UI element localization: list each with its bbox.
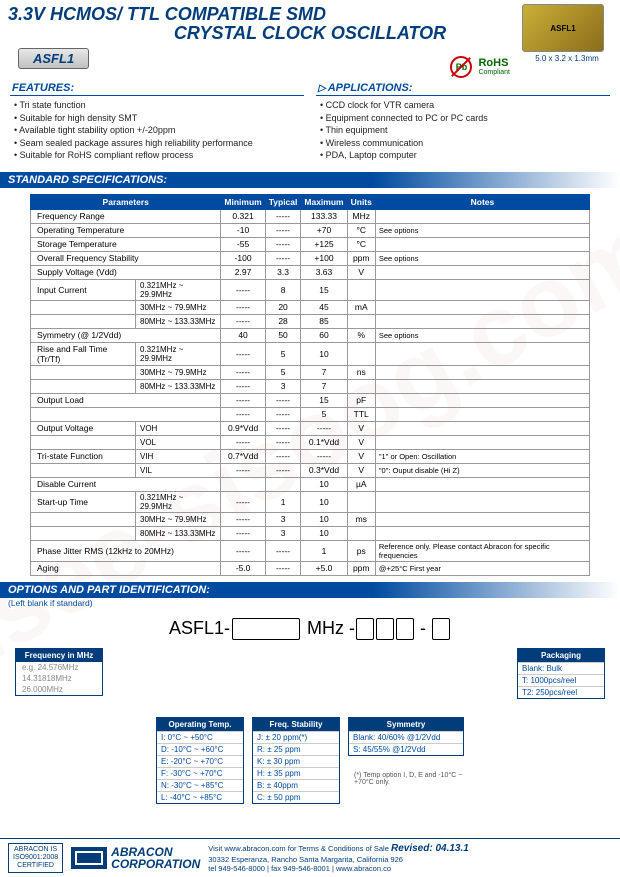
chip-dimension: 5.0 x 3.2 x 1.3mm xyxy=(522,54,612,63)
list-item: • Available tight stability option +/-20… xyxy=(14,124,304,137)
list-item: • Wireless communication xyxy=(320,137,610,150)
option-row: T: 1000pcs/reel xyxy=(518,674,604,686)
list-item: • Tri state function xyxy=(14,99,304,112)
chip-preview: ASFL1 5.0 x 3.2 x 1.3mm xyxy=(522,4,612,63)
table-row: Output VoltageVOH0.9*Vdd----------V xyxy=(31,421,590,435)
company-logo: ABRACONCORPORATION xyxy=(71,846,200,870)
option-row: e.g. 24.576MHz xyxy=(16,662,102,673)
table-row: Symmetry (@ 1/2Vdd)405060%See options xyxy=(31,328,590,342)
option-row: N: -30°C ~ +85°C xyxy=(157,779,243,791)
table-row: Start-up Time0.321MHz ~ 29.9MHz-----110 xyxy=(31,491,590,512)
table-row: Frequency Range0.321-----133.33MHz xyxy=(31,209,590,223)
applications-header: ▷APPLICATIONS: xyxy=(316,81,610,96)
list-item: • Equipment connected to PC or PC cards xyxy=(320,112,610,125)
table-row: VIL----------0.3*VddV"0": Ouput disable … xyxy=(31,463,590,477)
part-number-template: ASFL1- MHz - - xyxy=(0,618,620,640)
list-item: • Suitable for RoHS compliant reflow pro… xyxy=(14,149,304,162)
table-row: 80MHz ~ 133.33MHz-----2885 xyxy=(31,314,590,328)
option-row: 26.000MHz xyxy=(16,684,102,695)
spec-table: ParametersMinimumTypicalMaximumUnitsNote… xyxy=(30,194,590,576)
table-row: Disable Current10µA xyxy=(31,477,590,491)
option-row: L: -40°C ~ +85°C xyxy=(157,791,243,803)
table-row: 30MHz ~ 79.9MHz-----57ns xyxy=(31,365,590,379)
stab-option: Freq. Stability J: ± 20 ppm(*)R: ± 25 pp… xyxy=(252,717,340,804)
option-row: D: -10°C ~ +60°C xyxy=(157,743,243,755)
table-row: Overall Frequency Stability-100-----+100… xyxy=(31,251,590,265)
option-row: Blank: 40/60% @1/2Vdd xyxy=(349,731,463,743)
cert-badge: ABRACON ISISO9001:2008CERTIFIED xyxy=(8,843,63,872)
footer-info: Visit www.abracon.com for Terms & Condit… xyxy=(208,843,612,873)
option-row: 14.31818MHz xyxy=(16,673,102,684)
temp-note: (*) Temp option I, D, E and -10°C ~ +70°… xyxy=(354,772,464,786)
chip-image: ASFL1 xyxy=(522,4,604,52)
option-row: Blank: Bulk xyxy=(518,662,604,674)
list-item: • PDA, Laptop computer xyxy=(320,149,610,162)
table-row: ----------5TTL xyxy=(31,407,590,421)
freq-option: Frequency in MHz e.g. 24.576MHz 14.31818… xyxy=(15,648,103,696)
rohs-label: RoHSCompliant xyxy=(478,58,510,76)
specs-header: STANDARD SPECIFICATIONS: xyxy=(0,172,620,188)
table-row: Storage Temperature-55-----+125°C xyxy=(31,237,590,251)
temp-option: Operating Temp. I: 0°C ~ +50°CD: -10°C ~… xyxy=(156,717,244,804)
option-row: F: -30°C ~ +70°C xyxy=(157,767,243,779)
table-row: Output Load----------15pF xyxy=(31,393,590,407)
table-row: Operating Temperature-10-----+70°CSee op… xyxy=(31,223,590,237)
table-row: Tri-state FunctionVIH0.7*Vdd----------V"… xyxy=(31,449,590,463)
option-row: B: ± 40ppm xyxy=(253,779,339,791)
table-row: Rise and Fall Time (Tr/Tf)0.321MHz ~ 29.… xyxy=(31,342,590,365)
table-row: VOL----------0.1*VddV xyxy=(31,435,590,449)
option-row: T2: 250pcs/reel xyxy=(518,686,604,698)
table-row: Phase Jitter RMS (12kHz to 20MHz)-------… xyxy=(31,540,590,561)
table-row: Supply Voltage (Vdd)2.973.33.63V xyxy=(31,265,590,279)
part-number-badge: ASFL1 xyxy=(18,48,89,69)
sym-option: Symmetry Blank: 40/60% @1/2VddS: 45/55% … xyxy=(348,717,464,756)
list-item: • Suitable for high density SMT xyxy=(14,112,304,125)
option-row: K: ± 30 ppm xyxy=(253,755,339,767)
table-row: 80MHz ~ 133.33MHz-----37 xyxy=(31,379,590,393)
table-row: Aging-5.0-----+5.0ppm@+25°C First year xyxy=(31,561,590,575)
option-row: R: ± 25 ppm xyxy=(253,743,339,755)
option-row: C: ± 50 ppm xyxy=(253,791,339,803)
options-header: OPTIONS AND PART IDENTIFICATION: xyxy=(0,582,620,598)
features-header: FEATURES: xyxy=(10,81,304,96)
option-row: E: -20°C ~ +70°C xyxy=(157,755,243,767)
list-item: • CCD clock for VTR camera xyxy=(320,99,610,112)
table-row: 30MHz ~ 79.9MHz-----2045mA xyxy=(31,300,590,314)
option-row: S: 45/55% @1/2Vdd xyxy=(349,743,463,755)
footer: ABRACON ISISO9001:2008CERTIFIED ABRACONC… xyxy=(0,838,620,877)
pkg-option: Packaging Blank: BulkT: 1000pcs/reelT2: … xyxy=(517,648,605,699)
table-row: 80MHz ~ 133.33MHz-----310 xyxy=(31,526,590,540)
left-blank-hint: (Left blank if standard) xyxy=(8,598,620,608)
option-row: I: 0°C ~ +50°C xyxy=(157,731,243,743)
table-row: Input Current0.321MHz ~ 29.9MHz-----815 xyxy=(31,279,590,300)
table-row: 30MHz ~ 79.9MHz-----310ms xyxy=(31,512,590,526)
list-item: • Seam sealed package assures high relia… xyxy=(14,137,304,150)
option-row: H: ± 35 ppm xyxy=(253,767,339,779)
pb-free-icon: Pb xyxy=(450,56,472,78)
list-item: • Thin equipment xyxy=(320,124,610,137)
option-row: J: ± 20 ppm(*) xyxy=(253,731,339,743)
